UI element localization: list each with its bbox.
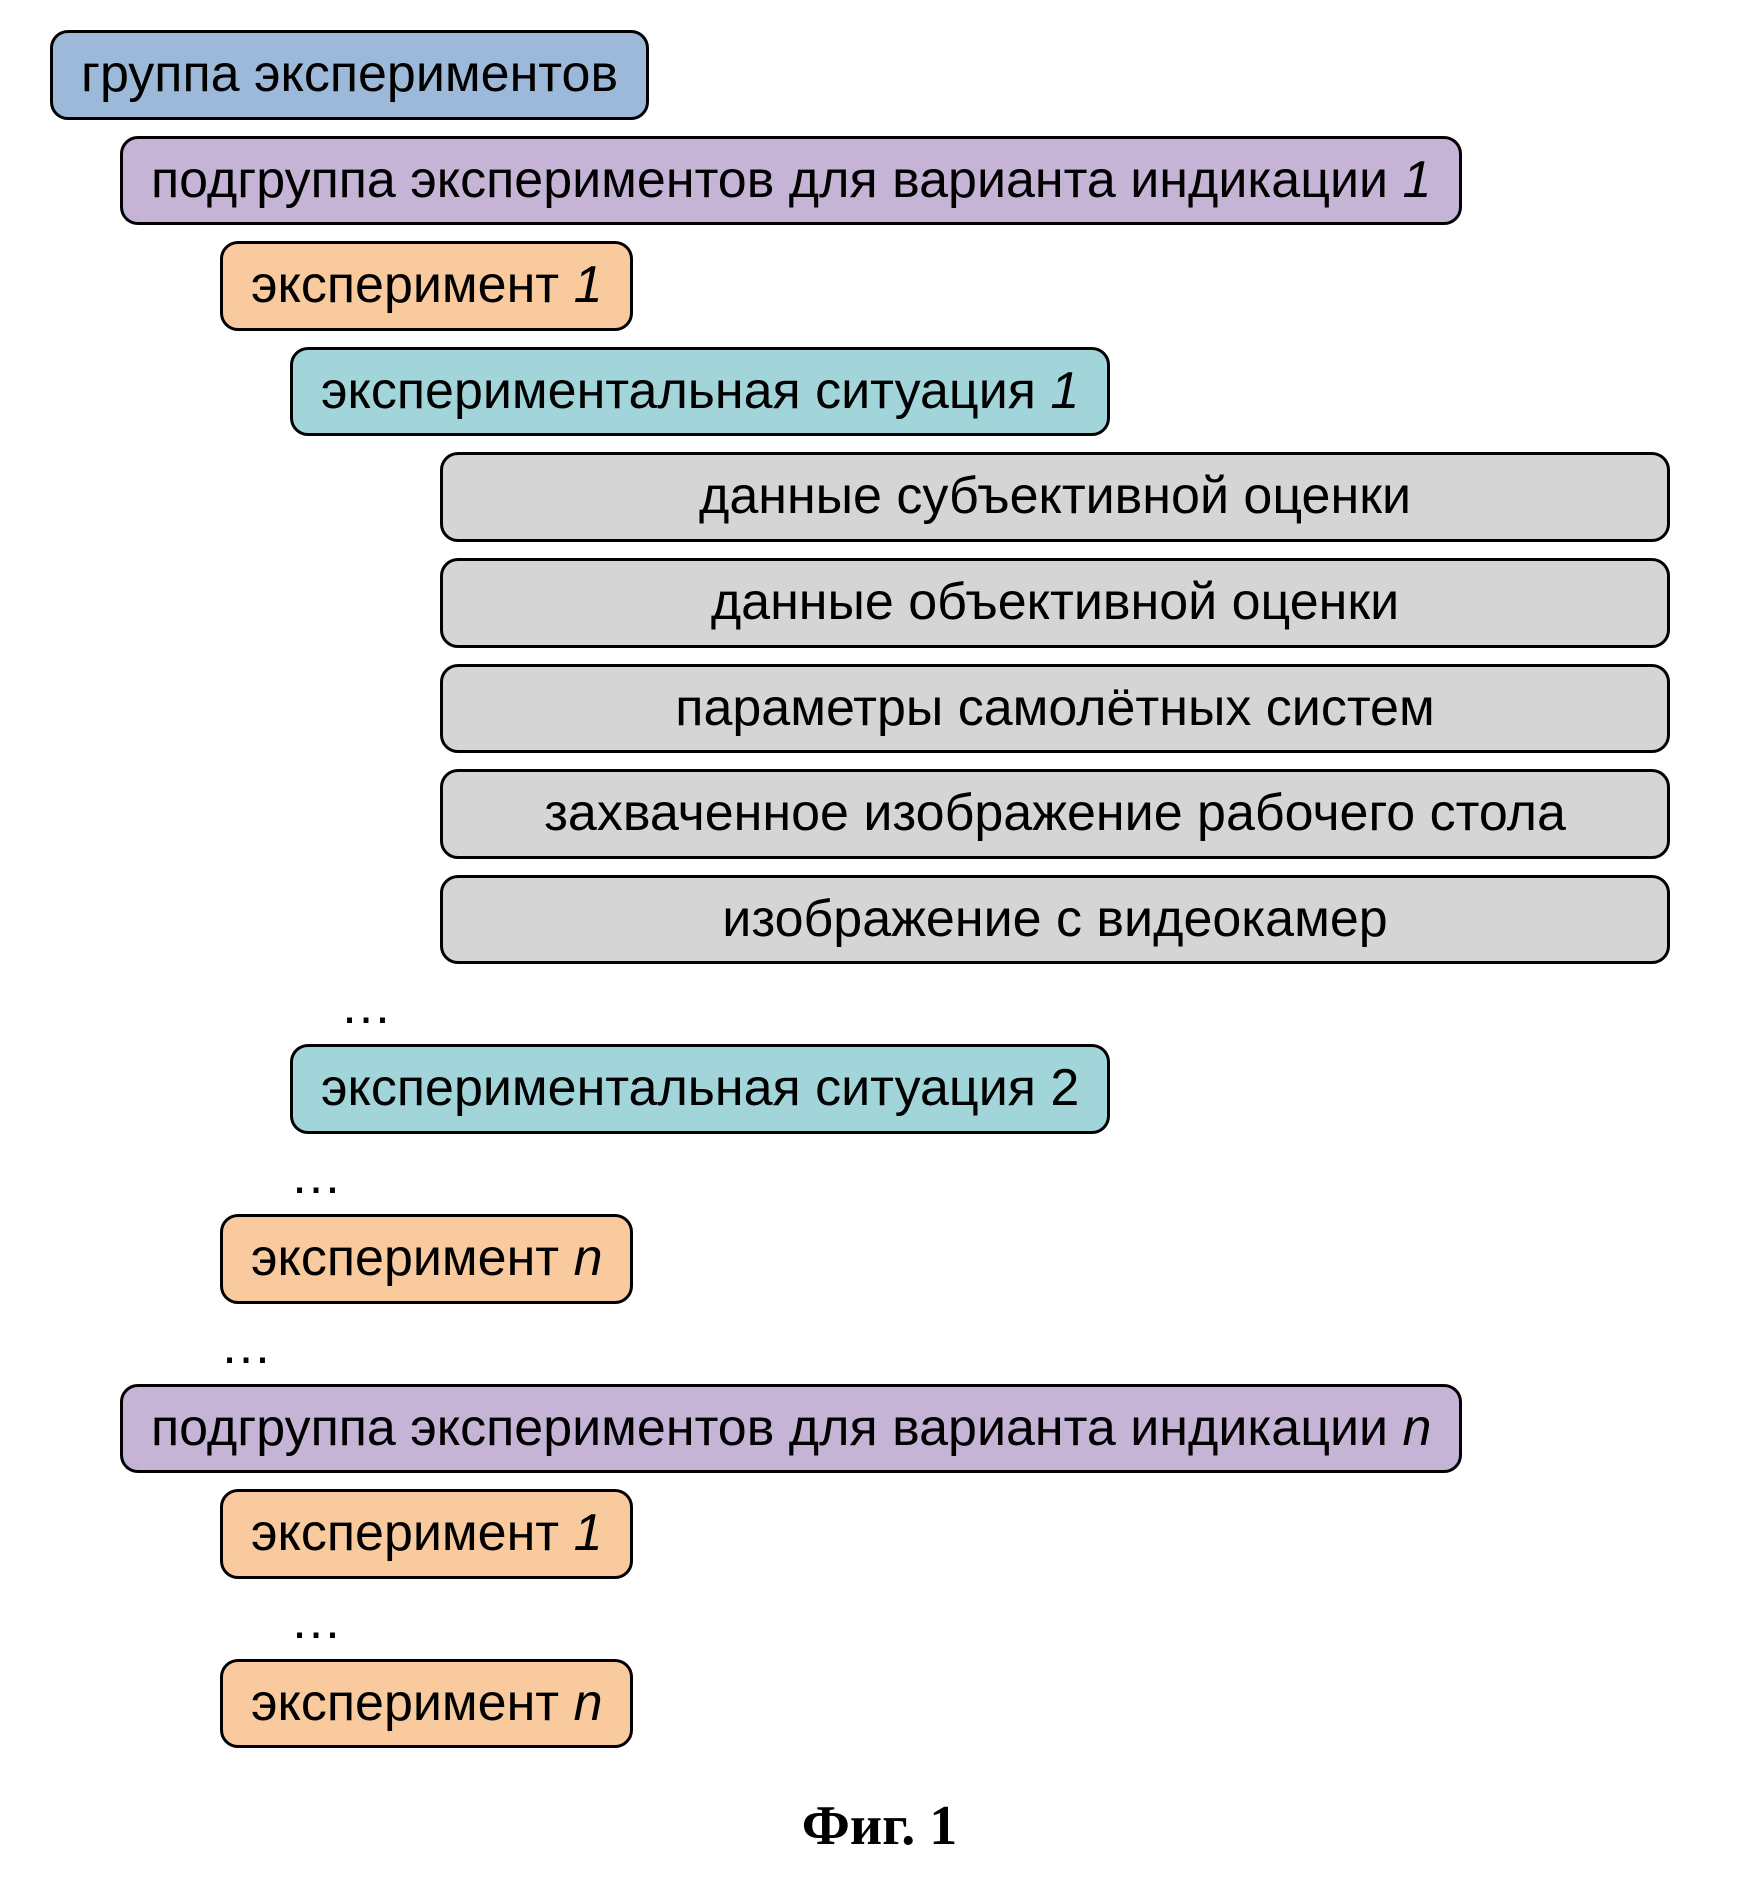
tree-row: эксперимент 1 [20, 241, 1739, 347]
tree-row: … [20, 980, 1739, 1038]
tree-node: эксперимент 1 [220, 241, 633, 331]
tree-node: подгруппа экспериментов для варианта инд… [120, 136, 1462, 226]
tree-row: подгруппа экспериментов для варианта инд… [20, 1384, 1739, 1490]
node-label: параметры самолётных систем [675, 679, 1434, 737]
node-label: эксперимент [251, 256, 574, 314]
tree-node: данные субъективной оценки [440, 452, 1670, 542]
node-label-suffix: n [574, 1674, 603, 1732]
ellipsis: … [340, 980, 1739, 1038]
tree-node: захваченное изображение рабочего стола [440, 769, 1670, 859]
node-label: эксперимент [251, 1229, 574, 1287]
tree-row: эксперимент 1 [20, 1489, 1739, 1595]
ellipsis: … [290, 1595, 1739, 1653]
node-label: подгруппа экспериментов для варианта инд… [151, 151, 1403, 209]
tree-row: параметры самолётных систем [20, 664, 1739, 770]
tree-row: экспериментальная ситуация 2 [20, 1044, 1739, 1150]
tree-node: эксперимент 1 [220, 1489, 633, 1579]
node-label: подгруппа экспериментов для варианта инд… [151, 1399, 1403, 1457]
node-label: изображение с видеокамер [722, 890, 1387, 948]
tree-row: захваченное изображение рабочего стола [20, 769, 1739, 875]
tree-row: … [20, 1320, 1739, 1378]
node-label-suffix: 1 [1050, 362, 1079, 420]
tree-row: экспериментальная ситуация 1 [20, 347, 1739, 453]
tree-row: … [20, 1150, 1739, 1208]
tree-row: эксперимент n [20, 1214, 1739, 1320]
node-label: эксперимент [251, 1674, 574, 1732]
node-label-suffix: 1 [1403, 151, 1432, 209]
node-label: захваченное изображение рабочего стола [544, 784, 1566, 842]
tree-row: данные объективной оценки [20, 558, 1739, 664]
node-label: группа экспериментов [81, 45, 618, 103]
hierarchy-diagram: группа экспериментов подгруппа эксперимен… [20, 30, 1739, 1764]
tree-node: данные объективной оценки [440, 558, 1670, 648]
node-label: эксперимент [251, 1504, 574, 1562]
node-label-suffix: 1 [574, 256, 603, 314]
node-label-suffix: n [574, 1229, 603, 1287]
tree-row: эксперимент n [20, 1659, 1739, 1765]
tree-row: группа экспериментов [20, 30, 1739, 136]
tree-row: подгруппа экспериментов для варианта инд… [20, 136, 1739, 242]
ellipsis: … [290, 1150, 1739, 1208]
tree-node: группа экспериментов [50, 30, 649, 120]
tree-row: … [20, 1595, 1739, 1653]
tree-node: параметры самолётных систем [440, 664, 1670, 754]
figure-caption: Фиг. 1 [20, 1794, 1739, 1858]
node-label: данные субъективной оценки [699, 467, 1411, 525]
ellipsis: … [220, 1320, 1739, 1378]
node-label: экспериментальная ситуация [321, 362, 1050, 420]
node-label-suffix: 1 [574, 1504, 603, 1562]
tree-row: изображение с видеокамер [20, 875, 1739, 981]
node-label: данные объективной оценки [711, 573, 1399, 631]
tree-node: экспериментальная ситуация 2 [290, 1044, 1110, 1134]
node-label-suffix: n [1403, 1399, 1432, 1457]
tree-node: эксперимент n [220, 1659, 633, 1749]
node-label: экспериментальная ситуация 2 [321, 1059, 1079, 1117]
tree-node: экспериментальная ситуация 1 [290, 347, 1110, 437]
tree-node: эксперимент n [220, 1214, 633, 1304]
tree-node: подгруппа экспериментов для варианта инд… [120, 1384, 1462, 1474]
tree-row: данные субъективной оценки [20, 452, 1739, 558]
tree-node: изображение с видеокамер [440, 875, 1670, 965]
